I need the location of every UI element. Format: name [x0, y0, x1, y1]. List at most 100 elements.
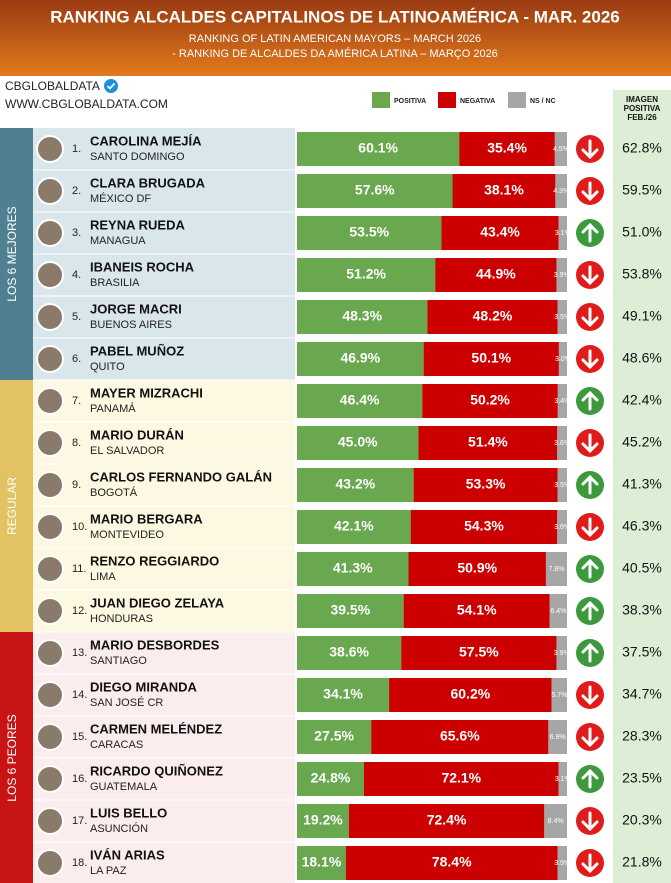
previous-value: 49.1%: [622, 308, 662, 324]
rank: 15.: [72, 731, 87, 743]
bar-value-label: 35.4%: [487, 140, 527, 156]
bar-value-label: 60.2%: [450, 686, 490, 702]
trend-arrow: [581, 727, 599, 748]
trend-arrow: [581, 265, 599, 286]
bar-value-label: 50.2%: [470, 392, 510, 408]
bar-value-label: 50.1%: [471, 350, 511, 366]
trend-arrow: [581, 600, 599, 621]
city: BRASILIA: [90, 277, 140, 289]
group-label: REGULAR: [5, 477, 19, 535]
trend-arrow: [581, 433, 599, 454]
rank: 3.: [72, 227, 81, 239]
bar-value-label: 4.5%: [553, 146, 569, 153]
bar-segment: [297, 510, 411, 544]
bar-segment: [557, 846, 567, 880]
avatar: [36, 429, 64, 457]
trend-arrow: [581, 517, 599, 538]
bar-value-label: 72.1%: [441, 770, 481, 786]
previous-value: 20.3%: [622, 812, 662, 828]
previous-column: [613, 90, 671, 883]
bar-value-label: 3.9%: [554, 272, 570, 279]
bar-value-label: 46.9%: [340, 350, 380, 366]
bar-value-label: 43.2%: [335, 476, 375, 492]
mayor-name: RICARDO QUIÑONEZ: [90, 763, 223, 778]
previous-value: 21.8%: [622, 854, 662, 870]
bar-segment: [345, 846, 558, 880]
mayor-name: MARIO DURÁN: [90, 427, 184, 442]
rank: 8.: [72, 437, 81, 449]
bar-segment: [297, 678, 390, 712]
rank: 16.: [72, 773, 87, 785]
bar-value-label: 8.4%: [548, 818, 564, 825]
bar-value-label: 50.9%: [457, 560, 497, 576]
trend-arrow: [581, 853, 599, 874]
rank: 9.: [72, 479, 81, 491]
trend-arrow: [581, 474, 599, 495]
bar-segment: [348, 804, 545, 838]
bar-value-label: 48.3%: [342, 308, 382, 324]
legend-label: NS / NC: [530, 98, 556, 105]
previous-value: 48.6%: [622, 350, 662, 366]
bar-segment: [408, 552, 546, 586]
bar-value-label: 38.6%: [329, 644, 369, 660]
avatar: [36, 639, 64, 667]
bar-segment: [297, 762, 364, 796]
bar-segment: [549, 594, 567, 628]
bar-value-label: 42.1%: [334, 518, 374, 534]
bar-value-label: 3.6%: [554, 440, 570, 447]
legend-label: NEGATIVA: [460, 98, 495, 105]
rank: 12.: [72, 605, 87, 617]
bar-segment: [548, 720, 567, 754]
title: RANKING ALCALDES CAPITALINOS DE LATINOAM…: [50, 7, 620, 26]
mayor-name: CARMEN MELÉNDEZ: [90, 721, 222, 736]
bar-value-label: 6.4%: [550, 608, 566, 615]
trend-arrow: [581, 181, 599, 202]
verified-badge: [104, 79, 118, 93]
avatar: [36, 345, 64, 373]
bar-segment: [557, 384, 567, 418]
legend-swatch: [438, 92, 456, 108]
city: MANAGUA: [90, 235, 146, 247]
city: LA PAZ: [90, 865, 127, 877]
bar-segment: [297, 594, 404, 628]
bar-segment: [389, 678, 552, 712]
bar-value-label: 72.4%: [427, 812, 467, 828]
bar-segment: [403, 594, 550, 628]
bar-segment: [545, 552, 567, 586]
bar-value-label: 53.5%: [349, 224, 389, 240]
bar-value-label: 3.6%: [554, 524, 570, 531]
previous-value: 59.5%: [622, 182, 662, 198]
bar-segment: [297, 552, 409, 586]
trend-arrow: [581, 390, 599, 411]
bar-segment: [297, 846, 346, 880]
mayor-name: REYNA RUEDA: [90, 217, 185, 232]
previous-value: 28.3%: [622, 728, 662, 744]
avatar: [36, 807, 64, 835]
bar-segment: [551, 678, 567, 712]
bar-value-label: 78.4%: [432, 854, 472, 870]
bar-segment: [555, 174, 567, 208]
city: EL SALVADOR: [90, 445, 164, 457]
legend-label: POSITIVA: [394, 98, 426, 105]
mayor-name: PABEL MUÑOZ: [90, 343, 184, 358]
bar-value-label: 57.6%: [355, 182, 395, 198]
city: BUENOS AIRES: [90, 319, 172, 331]
avatar: [36, 471, 64, 499]
legend-swatch: [508, 92, 526, 108]
bar-value-label: 51.2%: [346, 266, 386, 282]
rank: 4.: [72, 269, 81, 281]
bar-value-label: 3.5%: [554, 482, 570, 489]
rank: 13.: [72, 647, 87, 659]
previous-header: IMAGEN: [626, 95, 658, 104]
url: WWW.CBGLOBALDATA.COM: [5, 97, 168, 111]
previous-value: 41.3%: [622, 476, 662, 492]
group-band: [0, 128, 33, 380]
city: LIMA: [90, 571, 116, 583]
mayor-name: DIEGO MIRANDA: [90, 679, 198, 694]
bar-value-label: 44.9%: [476, 266, 516, 282]
avatar: [36, 849, 64, 877]
city: SANTIAGO: [90, 655, 147, 667]
bar-segment: [558, 216, 567, 250]
bar-value-label: 39.5%: [330, 602, 370, 618]
bar-segment: [557, 426, 567, 460]
